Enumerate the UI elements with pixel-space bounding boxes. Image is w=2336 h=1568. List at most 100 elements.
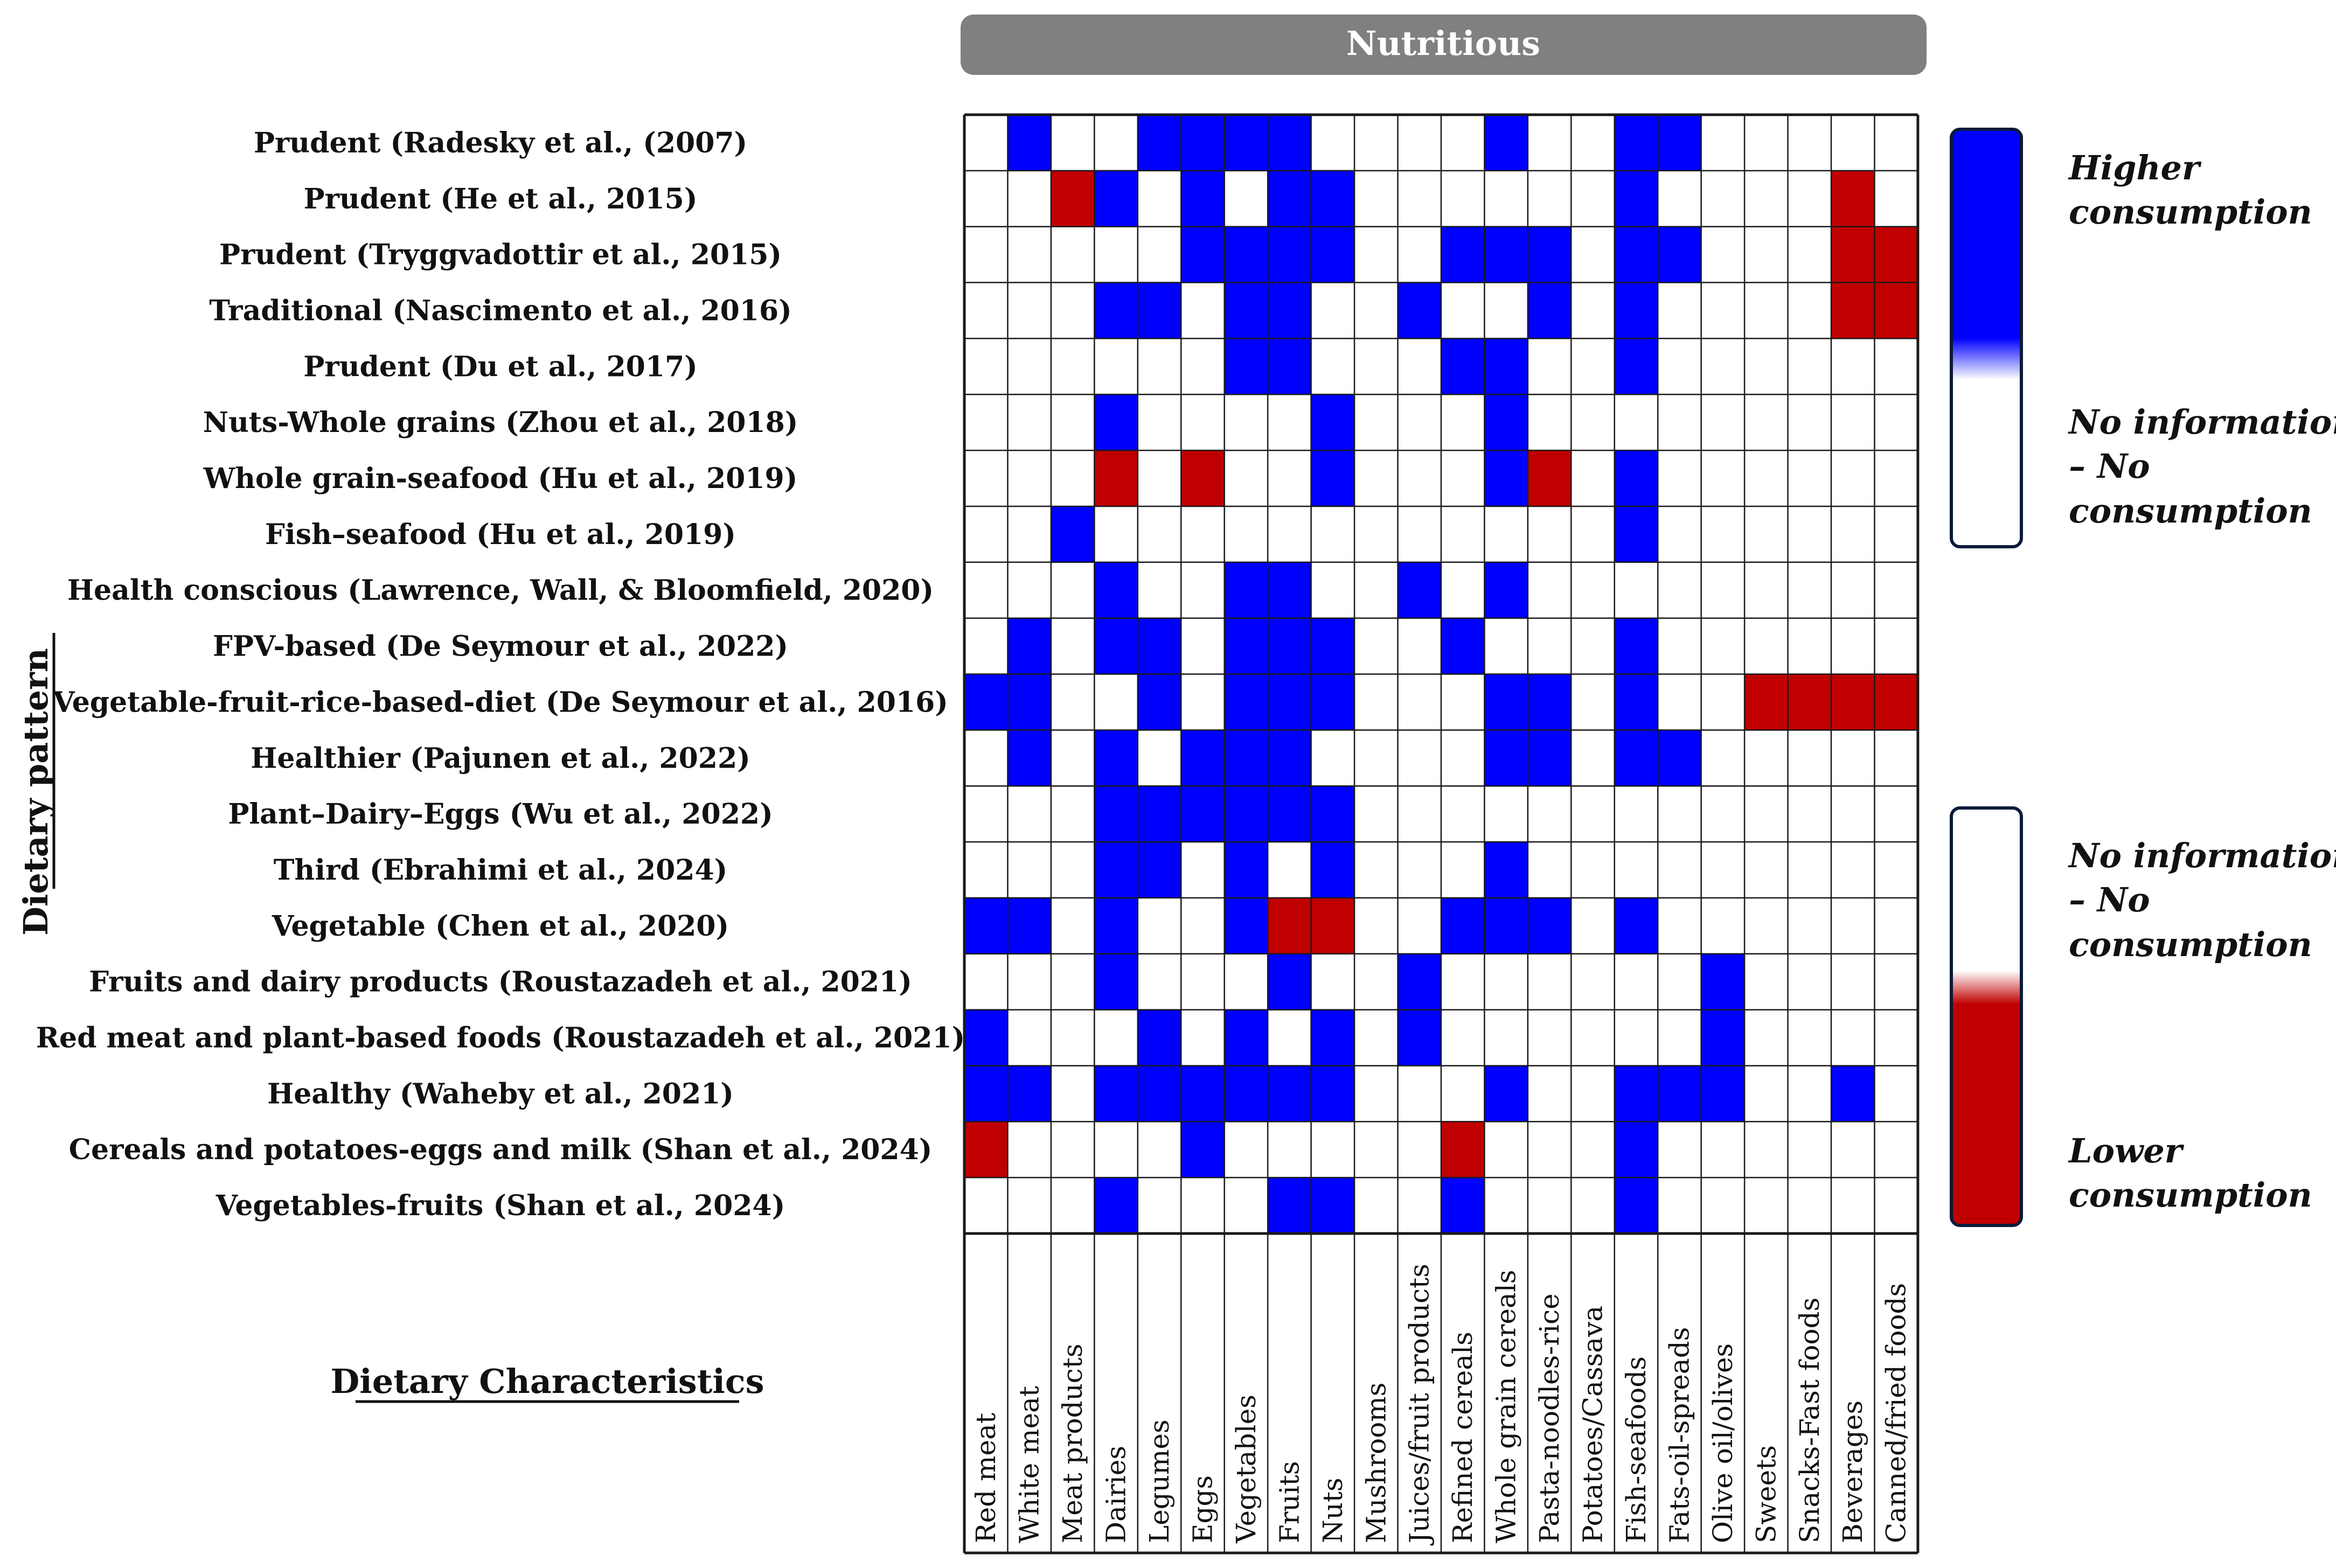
- heatmap-cell: [1051, 618, 1095, 674]
- heatmap-cell: [1441, 786, 1485, 842]
- column-label: Vegetables: [1230, 1395, 1262, 1544]
- heatmap-cell: [964, 618, 1008, 674]
- heatmap-cell: [1788, 1065, 1831, 1122]
- heatmap-cell: [1224, 786, 1268, 842]
- heatmap-cell: [1788, 226, 1831, 283]
- heatmap-cell: [1658, 1177, 1701, 1234]
- heatmap-cell: [1354, 730, 1398, 786]
- heatmap-cell: [1137, 1009, 1181, 1066]
- heatmap-cell: [1311, 282, 1355, 339]
- heatmap-cell: [1354, 842, 1398, 898]
- heatmap-cell: [1527, 618, 1572, 674]
- heatmap-cell: [1527, 674, 1572, 730]
- heatmap-cell: [1744, 1065, 1788, 1122]
- heatmap-cell: [1181, 786, 1225, 842]
- heatmap-cell: [1224, 450, 1268, 506]
- heatmap-cell: [1094, 450, 1138, 506]
- heatmap-cell: [964, 897, 1008, 954]
- heatmap-cell: [1831, 953, 1875, 1010]
- heatmap-cell: [1441, 338, 1485, 395]
- heatmap-cell: [1137, 282, 1181, 339]
- heatmap-cell: [1701, 1065, 1745, 1122]
- heatmap-cell: [964, 786, 1008, 842]
- heatmap-cell: [1658, 562, 1701, 618]
- heatmap-cell: [1788, 506, 1831, 562]
- heatmap-cell: [1874, 282, 1918, 339]
- row-label: Third (Ebrahimi et al., 2024): [274, 854, 728, 887]
- heatmap-cell: [1744, 338, 1788, 395]
- heatmap-cell: [1051, 1121, 1095, 1178]
- heatmap-cell: [1354, 450, 1398, 506]
- heatmap-cell: [1874, 1121, 1918, 1178]
- heatmap-cell: [1744, 1121, 1788, 1178]
- heatmap-cell: [1744, 282, 1788, 339]
- heatmap-cell: [1181, 394, 1225, 451]
- heatmap-cell: [1788, 953, 1831, 1010]
- heatmap-cell: [1831, 115, 1875, 171]
- heatmap-cell: [1484, 786, 1528, 842]
- heatmap-cell: [1051, 506, 1095, 562]
- row-label: Prudent (Tryggvadottir et al., 2015): [219, 239, 782, 271]
- legend-lower-line1: Lower: [2068, 1131, 2185, 1170]
- heatmap-cell: [1701, 1121, 1745, 1178]
- legend-none-bottom-line1: No information: [2068, 836, 2336, 875]
- heatmap-cell: [1701, 1009, 1745, 1066]
- heatmap-cell: [1831, 338, 1875, 395]
- heatmap-cell: [1354, 506, 1398, 562]
- heatmap-cell: [1398, 170, 1441, 227]
- heatmap-cell: [1614, 1177, 1658, 1234]
- heatmap-cell: [1701, 730, 1745, 786]
- heatmap-cell: [1874, 226, 1918, 283]
- heatmap-cell: [1527, 1065, 1572, 1122]
- heatmap-cell: [1441, 562, 1485, 618]
- heatmap-cell: [1527, 842, 1572, 898]
- heatmap-cell: [1311, 506, 1355, 562]
- heatmap-cell: [1398, 506, 1441, 562]
- heatmap-cell: [1354, 562, 1398, 618]
- heatmap-cell: [1614, 786, 1658, 842]
- chart-title: Nutritious: [1346, 24, 1540, 63]
- heatmap-cell: [1181, 674, 1225, 730]
- heatmap-cell: [1398, 226, 1441, 283]
- heatmap-cell: [1137, 897, 1181, 954]
- heatmap-cell: [1311, 953, 1355, 1010]
- row-label: Prudent (Radesky et al., (2007): [254, 127, 747, 159]
- heatmap-cell: [1571, 115, 1615, 171]
- heatmap-cell: [1701, 226, 1745, 283]
- row-label: Prudent (He et al., 2015): [304, 183, 698, 215]
- heatmap-cell: [1744, 170, 1788, 227]
- heatmap-cell: [1614, 897, 1658, 954]
- column-label: Red meat: [970, 1413, 1002, 1543]
- heatmap-cell: [1527, 953, 1572, 1010]
- heatmap-cell: [1441, 674, 1485, 730]
- heatmap-cell: [964, 953, 1008, 1010]
- heatmap-cell: [1831, 1177, 1875, 1234]
- heatmap-cell: [1831, 730, 1875, 786]
- heatmap-cell: [1527, 730, 1572, 786]
- heatmap-cell: [1181, 506, 1225, 562]
- row-label: Healthier (Pajunen et al., 2022): [251, 742, 750, 775]
- heatmap-cell: [1874, 338, 1918, 395]
- heatmap-cell: [1614, 842, 1658, 898]
- row-label: Vegetable-fruit-rice-based-diet (De Seym…: [52, 686, 948, 719]
- heatmap-cell: [1831, 786, 1875, 842]
- heatmap-cell: [1788, 1009, 1831, 1066]
- heatmap-cell: [1658, 338, 1701, 395]
- heatmap-cell: [1701, 953, 1745, 1010]
- heatmap-cell: [1484, 338, 1528, 395]
- heatmap-cell: [1441, 618, 1485, 674]
- heatmap-cell: [1311, 1009, 1355, 1066]
- heatmap-cell: [1831, 1065, 1875, 1122]
- heatmap-cell: [1007, 450, 1051, 506]
- heatmap-cell: [1831, 1009, 1875, 1066]
- heatmap-cell: [1311, 730, 1355, 786]
- heatmap-cell: [1268, 730, 1311, 786]
- heatmap-cell: [1527, 115, 1572, 171]
- heatmap-cell: [1268, 282, 1311, 339]
- heatmap-cell: [1181, 338, 1225, 395]
- heatmap-cell: [1137, 562, 1181, 618]
- heatmap-cell: [1571, 1121, 1615, 1178]
- heatmap-cell: [1571, 338, 1615, 395]
- column-label: Fats-oil-spreads: [1664, 1327, 1695, 1543]
- heatmap-cell: [1701, 674, 1745, 730]
